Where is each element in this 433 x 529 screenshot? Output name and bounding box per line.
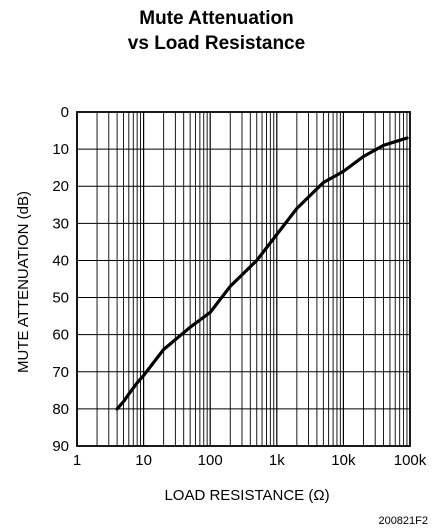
x-axis-label: LOAD RESISTANCE (Ω) xyxy=(164,487,329,504)
plot-frame xyxy=(76,111,411,447)
x-tick-label: 100k xyxy=(394,452,427,469)
y-tick-label: 60 xyxy=(52,327,69,344)
y-tick-label: 30 xyxy=(52,215,69,232)
x-tick-label: 100 xyxy=(198,452,223,469)
chart-series xyxy=(115,136,409,411)
x-tick-label: 10k xyxy=(331,452,356,469)
chart-title-line1: Mute Attenuation xyxy=(139,8,294,29)
y-tick-label: 70 xyxy=(52,364,69,381)
figure-id: 200821F2 xyxy=(378,515,428,527)
plot-border xyxy=(76,111,411,447)
chart-title-line2: vs Load Resistance xyxy=(127,33,306,54)
x-tick-label: 10 xyxy=(135,452,152,469)
chart-grid xyxy=(76,111,410,447)
y-axis-label: MUTE ATTENUATION (dB) xyxy=(15,191,32,373)
y-tick-label: 50 xyxy=(52,290,69,307)
series-line xyxy=(115,136,409,411)
y-tick-label: 80 xyxy=(52,401,69,418)
y-tick-label: 90 xyxy=(52,438,69,455)
x-tick-label: 1 xyxy=(73,452,81,469)
y-tick-label: 20 xyxy=(52,178,69,195)
tick-labels: 1 10 100 1k 10k 100k 0 10 20 30 40 50 60 70 80 90 xyxy=(52,104,426,469)
y-tick-label: 0 xyxy=(61,104,69,121)
y-tick-label: 40 xyxy=(52,252,69,269)
y-tick-label: 10 xyxy=(52,141,69,158)
x-tick-label: 1k xyxy=(269,452,285,469)
